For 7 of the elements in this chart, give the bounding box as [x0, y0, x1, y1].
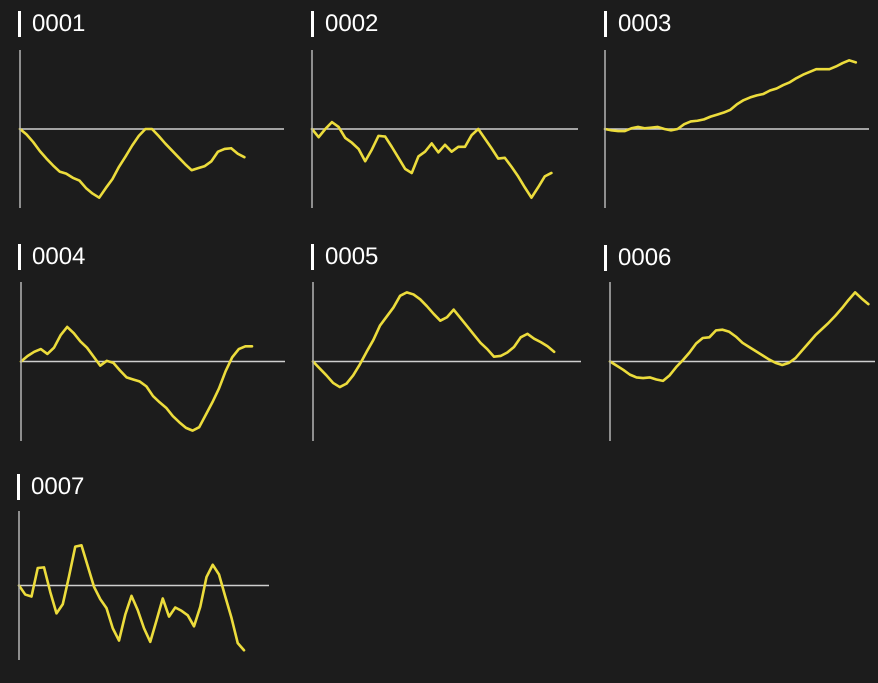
chart-title: 0002	[325, 10, 378, 37]
chart-title: 0003	[618, 10, 672, 37]
chart-title: 0004	[32, 243, 86, 270]
chart-title: 0006	[618, 244, 672, 271]
chart-title: 0001	[32, 10, 86, 37]
chart-title: 0007	[31, 473, 84, 500]
chart-title: 0005	[325, 243, 378, 270]
